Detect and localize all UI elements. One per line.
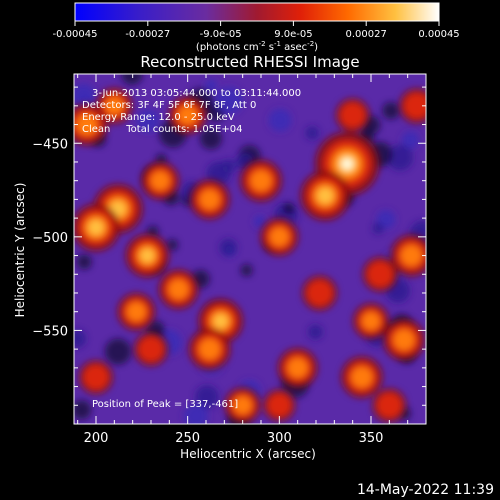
units-main: (photons cm [196,42,259,53]
colorbar-tick-label: 0.00045 [418,29,459,40]
dark-patch [401,131,420,149]
heat-blob [74,203,120,252]
x-tick-label: 350 [359,431,384,446]
heat-blob [263,389,296,422]
dark-patch [215,86,243,115]
heat-blob [260,218,299,256]
y-tick-label: −550 [32,324,68,339]
dark-patch [74,329,87,348]
heat-blob [188,328,231,370]
heat-blob [240,159,282,202]
colorbar-tick-label: -9.0e-05 [200,29,242,40]
heat-blob [372,388,407,423]
dark-patch [205,79,218,92]
dark-patch [136,109,160,133]
units-sup3: -2 [307,40,314,48]
colorbar-tick-label: -0.00027 [125,29,170,40]
heat-blob [302,275,337,311]
colorbar-tick-label: 0.00027 [346,29,387,40]
x-tick-label: 250 [175,431,200,446]
dark-patch [382,102,400,120]
info-time-range: 3-Jun-2013 03:05:44.000 to 03:11:44.000 [92,88,301,99]
info-clean-counts: Clean Total counts: 1.05E+04 [82,124,242,135]
y-axis: −450 −500 −550 [32,86,426,406]
units-mid: s [266,42,274,53]
timestamp: 14-May-2022 11:39 [356,482,494,498]
heat-blob [390,234,426,277]
info-energy-range: Energy Range: 12.0 - 25.0 keV [82,112,235,123]
heat-blob [362,256,398,292]
heat-blob [277,348,318,388]
heat-blob [168,96,207,134]
heat-blob [353,303,389,339]
x-axis-label: Heliocentric X (arcsec) [180,447,316,461]
dark-patch [240,264,253,277]
units-sup1: -2 [259,40,266,48]
heat-blob [189,179,230,220]
image-info: 3-Jun-2013 03:05:44.000 to 03:11:44.000 … [82,88,301,410]
heat-blob [79,360,113,395]
colorbar-units: (photons cm-2 s-1 asec-2) [196,40,318,53]
colorbar-ticks: -0.00045 -0.00027 -9.0e-05 9.0e-05 0.00027 0.… [53,21,460,40]
y-tick-label: −500 [32,231,68,246]
x-tick-label: 300 [267,431,292,446]
heat-blob [125,233,170,278]
colorbar-gradient [74,2,440,22]
heat-blob [383,319,425,361]
dark-patch [200,127,222,150]
units-mid2: asec [281,42,307,53]
dark-patch [268,108,292,132]
x-tick-label: 200 [84,431,109,446]
heat-blobs [74,87,426,424]
heat-blob [117,292,156,331]
heat-blob [341,356,383,398]
heat-blob [134,332,168,366]
dark-patch [387,144,413,171]
dark-patch [283,202,295,215]
info-peak-position: Position of Peak = [337,-461] [92,399,238,410]
heat-blob [96,87,133,124]
dark-patch [253,215,266,228]
dark-patch [183,403,209,424]
heatmap-area [74,74,426,424]
y-axis-label: Heliocentric Y (arcsec) [13,183,27,318]
colorbar: -0.00045 -0.00027 -9.0e-05 9.0e-05 0.00027 0.… [53,2,460,53]
dark-patch [305,126,320,140]
units-end: ) [314,42,318,53]
heat-blob [300,170,350,221]
dark-patch [221,159,236,174]
heat-blob [399,88,426,124]
units-sup2: -1 [274,40,281,48]
heat-blob [141,161,179,200]
dark-patch [308,324,323,340]
heat-blob [335,98,370,133]
dark-patch [74,400,92,420]
dark-patch [372,222,384,235]
x-axis: 200 250 300 350 [77,74,427,446]
colorbar-tick-label: 9.0e-05 [274,29,312,40]
colorbar-tick-label: -0.00045 [53,29,98,40]
heat-blob [158,269,199,310]
chart-title: Reconstructed RHESSI Image [140,53,359,71]
dark-patch [104,338,132,365]
dark-patch [195,385,219,409]
info-detectors: Detectors: 3F 4F 5F 6F 7F 8F, Att 0 [82,100,256,111]
dark-patch [76,254,92,270]
dark-patch [121,74,143,85]
plot-frame [73,73,427,425]
heat-blob [224,387,261,424]
dark-patch [166,239,178,251]
dark-patch [74,83,96,107]
y-tick-label: −450 [32,137,68,152]
dark-patch [219,238,238,257]
